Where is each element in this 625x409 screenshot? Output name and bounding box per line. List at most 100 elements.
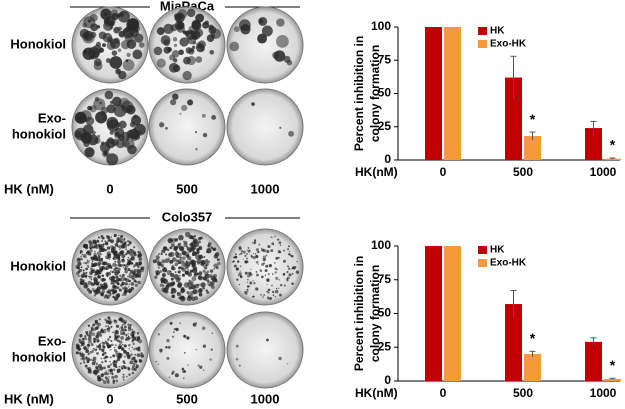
colony [98, 47, 105, 53]
colony [207, 242, 212, 246]
colony [124, 338, 128, 341]
x-axis-label: HK(nM) [355, 165, 398, 179]
colony [183, 351, 186, 354]
colony [163, 23, 174, 35]
colony [110, 270, 112, 272]
colony [276, 238, 280, 241]
colony [123, 321, 127, 325]
colony [124, 267, 127, 271]
colony [87, 347, 90, 350]
colony [110, 249, 115, 254]
colony [252, 295, 255, 298]
colony [291, 268, 293, 270]
colony [127, 325, 132, 330]
colony [166, 248, 170, 252]
colony [202, 344, 207, 348]
colony [124, 241, 127, 244]
colony [271, 273, 274, 275]
colony [137, 252, 143, 258]
colony [87, 266, 90, 268]
colony [195, 254, 201, 260]
colony [193, 272, 198, 277]
colony [169, 54, 176, 61]
x-tick-label: 0 [440, 165, 447, 179]
colony [95, 282, 100, 286]
y-tick-label: 100 [371, 238, 391, 252]
colony [182, 369, 186, 374]
colony [100, 373, 105, 377]
colony [235, 253, 237, 256]
colony [114, 242, 119, 247]
colony [106, 380, 110, 384]
colony [249, 253, 251, 255]
colony [90, 282, 94, 285]
y-axis-label: colony formation [368, 265, 382, 362]
colony [195, 289, 198, 291]
colony [131, 115, 142, 126]
colony [182, 273, 185, 276]
colony [198, 246, 203, 251]
colony [269, 297, 272, 300]
column-label: 1000 [251, 181, 280, 196]
colony [199, 365, 203, 369]
colony [112, 96, 122, 107]
colony [183, 240, 188, 245]
colony [283, 273, 286, 276]
colony [131, 328, 134, 331]
colony [121, 286, 126, 290]
colony [74, 130, 82, 138]
colony [97, 270, 100, 273]
colony [188, 286, 192, 290]
colony [86, 283, 88, 285]
colony [104, 355, 108, 359]
colony [180, 267, 184, 270]
colony [109, 368, 113, 373]
colony [96, 337, 99, 341]
colony [198, 287, 203, 293]
colony [178, 274, 181, 277]
colony [122, 59, 135, 71]
row-label: Honokiol [10, 36, 66, 51]
colony [84, 147, 95, 158]
colony [92, 347, 95, 350]
colony [95, 111, 108, 124]
significance: * [530, 111, 536, 127]
colony [132, 49, 143, 60]
colony [101, 240, 104, 242]
colony [88, 339, 92, 344]
colony [235, 267, 239, 271]
colony [112, 291, 115, 294]
colony [105, 325, 107, 328]
colony [131, 262, 134, 265]
colony [171, 257, 177, 263]
colony [127, 323, 130, 326]
colony [137, 263, 141, 268]
colony [170, 277, 174, 281]
colony [94, 348, 98, 352]
colony [172, 93, 179, 100]
colony [120, 325, 123, 329]
colony [190, 30, 201, 40]
colony [202, 132, 208, 138]
colony [115, 264, 117, 266]
colony [164, 258, 170, 263]
colony [89, 350, 93, 354]
colony [109, 349, 111, 351]
colony [117, 48, 122, 53]
colony [103, 20, 114, 32]
colony [126, 354, 129, 357]
colony [247, 278, 249, 281]
colony [128, 273, 131, 275]
colony [96, 352, 99, 355]
legend-swatch [478, 40, 487, 48]
colony [99, 343, 102, 345]
colony [110, 339, 113, 343]
colony [187, 364, 189, 366]
colony [100, 253, 103, 256]
bar [425, 246, 442, 381]
colony [103, 278, 107, 282]
colony [115, 379, 119, 383]
colony [235, 344, 239, 348]
colony [87, 250, 91, 254]
colony [110, 325, 113, 328]
